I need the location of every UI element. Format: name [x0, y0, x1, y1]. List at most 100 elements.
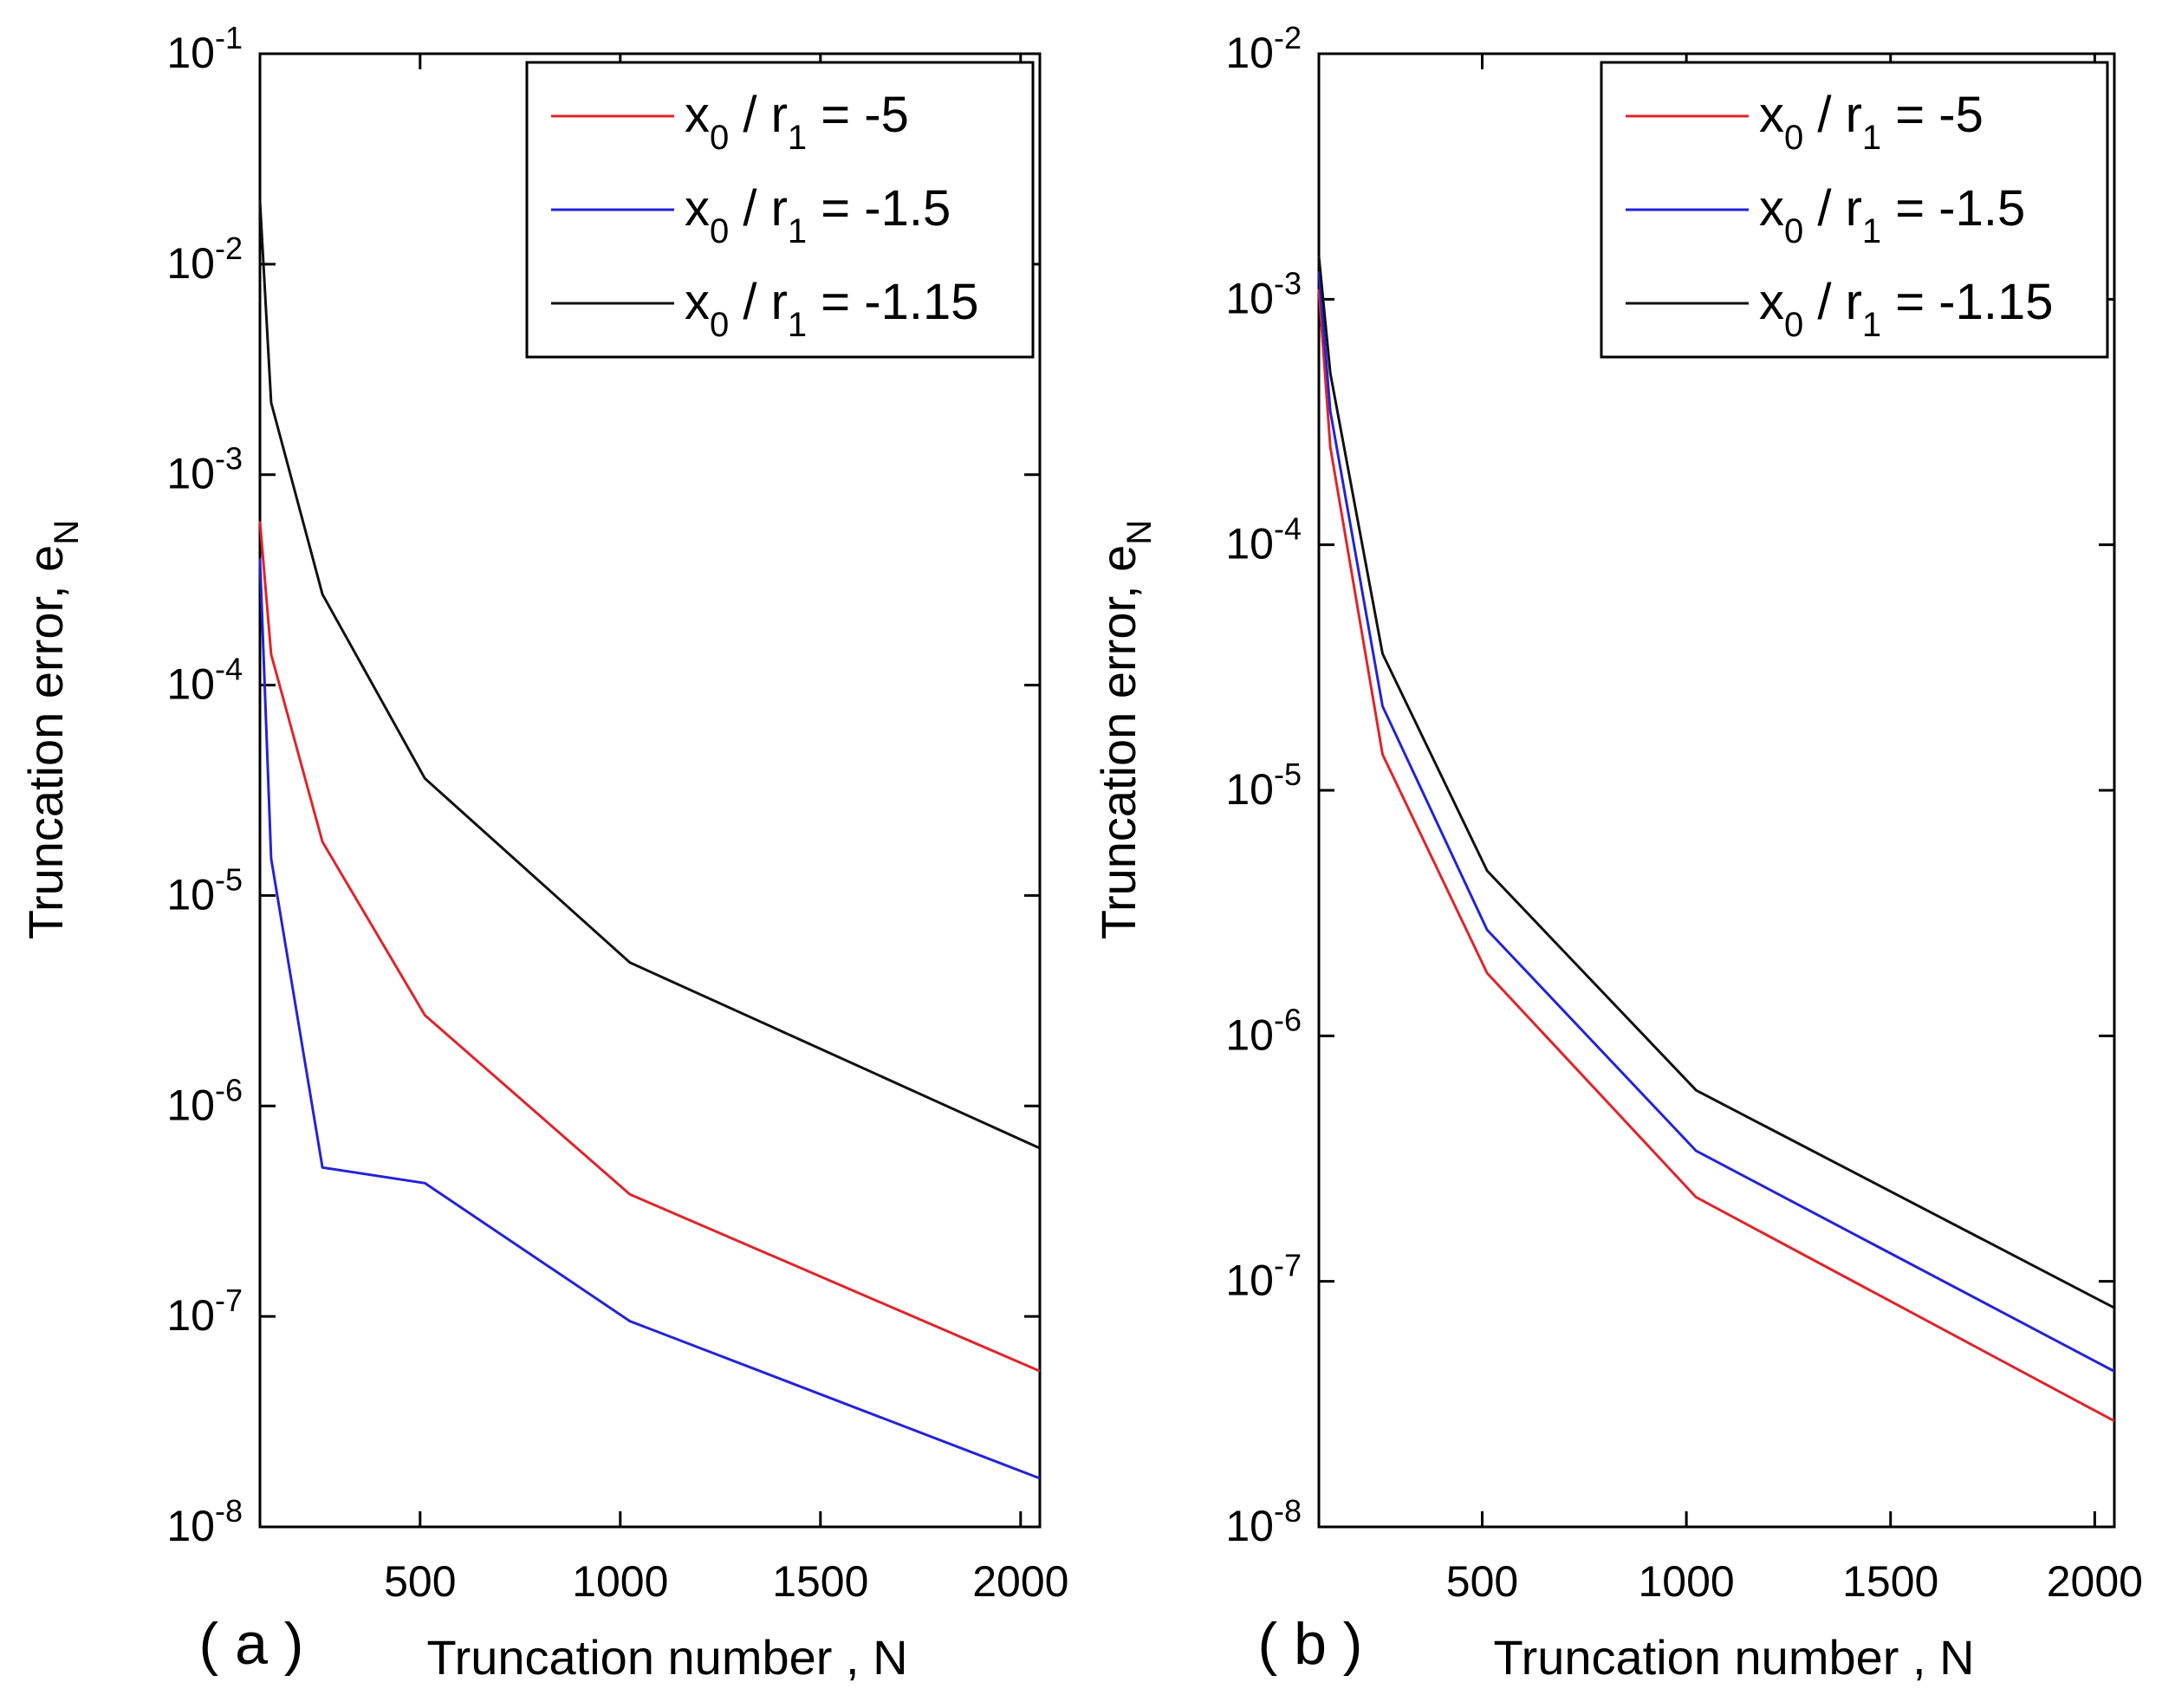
- y-tick-label: 10-6: [166, 1072, 243, 1129]
- series-line-1: [1317, 289, 2115, 1423]
- legend-var: x: [1759, 274, 1784, 330]
- y-axis-label-subscript: N: [48, 520, 86, 545]
- x-tick-label: 1000: [1639, 1557, 1735, 1606]
- y-axis-label: Truncation error, eN: [1091, 520, 1159, 939]
- y-tick-base: 10: [166, 239, 215, 288]
- y-axis-label-subscript: N: [1120, 520, 1159, 545]
- series-line-2: [1317, 270, 2115, 1373]
- legend-var: x: [685, 180, 710, 237]
- legend-var: x: [1759, 87, 1784, 143]
- y-tick-exponent: -1: [215, 20, 243, 55]
- legend-value: = -1.5: [1881, 180, 2025, 237]
- series-line-1: [258, 521, 1041, 1373]
- y-tick-base: 10: [1225, 1257, 1274, 1305]
- chart-panel-b: 500 1000 1500 200010-810-710-610-510-410-31…: [1091, 20, 2143, 1685]
- y-tick-base: 10: [1225, 765, 1274, 814]
- legend-subscript: 0: [1784, 306, 1803, 344]
- legend-mid: / r: [729, 87, 788, 143]
- y-tick-exponent: -3: [1274, 265, 1302, 301]
- legend-entry-2: x0 / r1 = -1.5: [685, 180, 951, 250]
- legend-mid: / r: [1803, 180, 1862, 237]
- y-tick-exponent: -4: [1274, 511, 1302, 547]
- y-tick-exponent: -5: [215, 861, 243, 897]
- y-tick-exponent: -5: [1274, 757, 1302, 792]
- y-tick-label: 10-3: [166, 441, 243, 498]
- legend-mid: / r: [729, 180, 788, 237]
- y-tick-base: 10: [166, 660, 215, 709]
- y-tick-label: 10-2: [166, 231, 243, 288]
- legend-subscript: 1: [1862, 212, 1881, 250]
- panel-label: ( b ): [1258, 1611, 1363, 1677]
- y-tick-base: 10: [1225, 1502, 1274, 1550]
- y-tick-label: 10-6: [1225, 1002, 1302, 1059]
- y-tick-exponent: -3: [215, 441, 243, 477]
- x-tick-label: 1000: [572, 1557, 668, 1606]
- legend-subscript: 0: [1784, 119, 1803, 157]
- y-tick-label: 10-7: [166, 1283, 243, 1340]
- y-tick-base: 10: [166, 450, 215, 498]
- x-tick-label: 500: [1446, 1557, 1518, 1606]
- x-tick-label: 2000: [2047, 1557, 2143, 1606]
- legend-mid: / r: [1803, 87, 1862, 143]
- legend-subscript: 1: [1862, 306, 1881, 344]
- legend-value: = -1.15: [807, 274, 978, 330]
- chart-panel-a: 500 1000 1500 200010-810-710-610-510-410-31…: [18, 20, 1068, 1685]
- legend-mid: / r: [729, 274, 788, 330]
- plot-frame: [258, 52, 1042, 1529]
- y-tick-base: 10: [1225, 1010, 1274, 1059]
- x-axis-label: Truncation number , N: [1493, 1630, 1974, 1685]
- y-axis-label-main: Truncation error, e: [1091, 545, 1146, 939]
- y-tick-exponent: -7: [1274, 1248, 1302, 1283]
- legend-subscript: 1: [788, 212, 807, 250]
- legend-entry-3: x0 / r1 = -1.15: [1759, 274, 2053, 344]
- y-tick-exponent: -6: [215, 1072, 243, 1107]
- panel-label: ( a ): [199, 1611, 304, 1677]
- legend-var: x: [685, 274, 710, 330]
- series-line-3: [258, 200, 1041, 1150]
- y-tick-base: 10: [166, 1081, 215, 1129]
- y-tick-label: 10-1: [166, 20, 243, 77]
- legend: x0 / r1 = -5x0 / r1 = -1.5x0 / r1 = -1.1…: [525, 61, 1035, 359]
- legend-entry-1: x0 / r1 = -5: [685, 87, 909, 157]
- y-tick-exponent: -8: [1274, 1493, 1302, 1529]
- y-tick-exponent: -4: [215, 652, 243, 687]
- y-tick-label: 10-7: [1225, 1248, 1302, 1305]
- x-tick-label: 1500: [772, 1557, 868, 1606]
- legend-value: = -5: [807, 87, 909, 143]
- y-tick-exponent: -7: [215, 1283, 243, 1318]
- legend: x0 / r1 = -5x0 / r1 = -1.5x0 / r1 = -1.1…: [1600, 61, 2109, 359]
- legend-subscript: 0: [1784, 212, 1803, 250]
- y-tick-base: 10: [166, 29, 215, 77]
- y-axis-label: Truncation error, eN: [18, 520, 86, 939]
- legend-value: = -1.5: [807, 180, 951, 237]
- x-tick-label: 1500: [1842, 1557, 1938, 1606]
- y-tick-label: 10-8: [1225, 1493, 1302, 1550]
- y-tick-label: 10-5: [166, 861, 243, 919]
- legend-var: x: [685, 87, 710, 143]
- legend-subscript: 0: [710, 212, 729, 250]
- y-tick-label: 10-4: [166, 652, 243, 709]
- legend-entry-1: x0 / r1 = -5: [1759, 87, 1983, 157]
- legend-var: x: [1759, 180, 1784, 237]
- legend-subscript: 0: [710, 306, 729, 344]
- y-tick-exponent: -2: [215, 231, 243, 266]
- x-tick-label: 500: [384, 1557, 456, 1606]
- legend-mid: / r: [1803, 274, 1862, 330]
- legend-value: = -1.15: [1881, 274, 2053, 330]
- y-tick-label: 10-5: [1225, 757, 1302, 814]
- y-tick-base: 10: [166, 1291, 215, 1340]
- y-tick-base: 10: [1225, 29, 1274, 77]
- legend-subscript: 1: [1862, 119, 1881, 157]
- y-tick-exponent: -2: [1274, 20, 1302, 55]
- y-tick-base: 10: [1225, 274, 1274, 322]
- legend-subscript: 1: [788, 119, 807, 157]
- y-tick-base: 10: [166, 1502, 215, 1550]
- y-tick-base: 10: [1225, 520, 1274, 568]
- y-tick-exponent: -8: [215, 1493, 243, 1529]
- y-tick-label: 10-3: [1225, 265, 1302, 322]
- y-axis-label-main: Truncation error, e: [18, 545, 73, 939]
- legend-subscript: 0: [710, 119, 729, 157]
- y-tick-exponent: -6: [1274, 1002, 1302, 1037]
- legend-subscript: 1: [788, 306, 807, 344]
